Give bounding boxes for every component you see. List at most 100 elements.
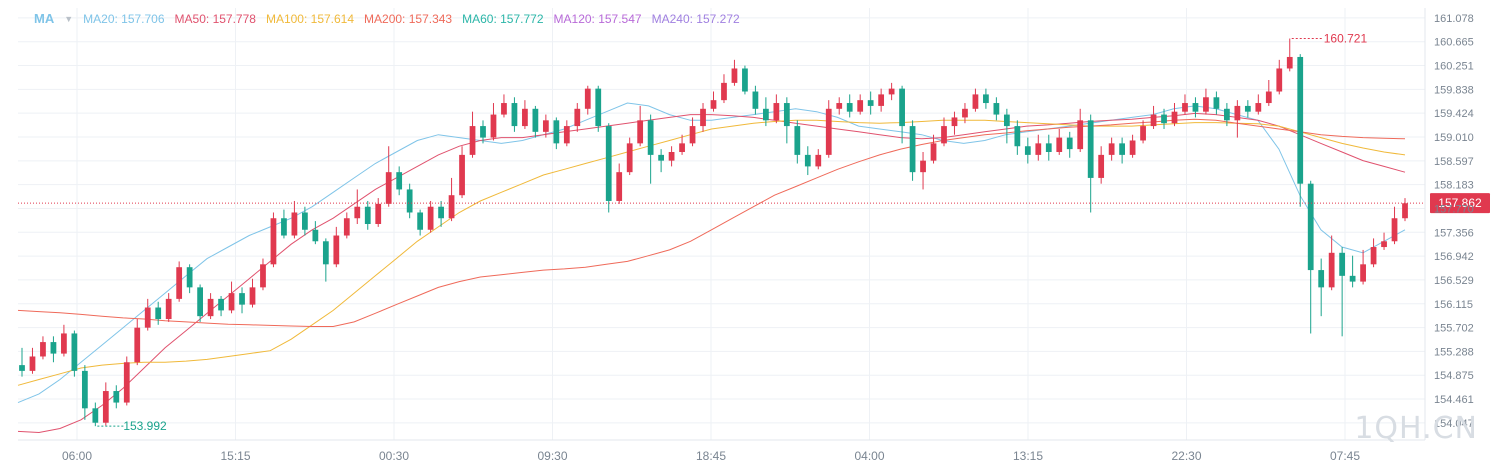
- ma200-label: MA200: 157.343: [364, 11, 453, 26]
- x-tick-label: 06:00: [62, 449, 92, 463]
- current-price-badge: [1430, 193, 1490, 214]
- x-tick-label: 00:30: [379, 449, 409, 463]
- candle-body: [239, 293, 245, 305]
- candle-body: [71, 333, 78, 371]
- candle-body: [1286, 56, 1293, 69]
- candle-body: [710, 100, 717, 109]
- candle-body: [1056, 137, 1063, 152]
- candle-body: [438, 206, 444, 219]
- y-tick-label: 159.010: [1434, 132, 1474, 144]
- candle-body: [134, 327, 141, 363]
- y-tick-label: 154.461: [1434, 394, 1474, 406]
- candle-body: [197, 287, 203, 317]
- candle-body: [312, 229, 319, 242]
- candle-body: [40, 342, 46, 357]
- candlesticks: [19, 38, 1408, 427]
- x-tick-label: 13:15: [1013, 449, 1043, 463]
- candle-body: [1035, 143, 1042, 155]
- candle-body: [930, 143, 937, 161]
- candle-body: [490, 114, 497, 138]
- candle-body: [668, 152, 675, 161]
- candle-body: [1276, 68, 1283, 92]
- y-tick-label: 158.597: [1434, 156, 1474, 168]
- candle-body: [658, 154, 664, 161]
- y-tick-label: 156.529: [1434, 275, 1474, 287]
- candle-body: [626, 143, 633, 173]
- candle-body: [1224, 108, 1230, 121]
- candle-body: [281, 218, 287, 236]
- current-price-label: 157.862: [1438, 196, 1482, 210]
- candle-body: [343, 218, 350, 236]
- candle-body: [532, 108, 539, 132]
- candle-body: [804, 154, 811, 167]
- candle-body: [763, 108, 769, 121]
- candle-body: [81, 370, 88, 409]
- y-tick-label: 155.288: [1434, 346, 1474, 358]
- candle-body: [752, 91, 759, 109]
- watermark-logo: 1QH.CN: [1354, 411, 1478, 446]
- candle-body: [1255, 103, 1262, 112]
- candle-body: [783, 103, 790, 127]
- y-tick-label: 154.047: [1434, 418, 1474, 430]
- candle-body: [1129, 140, 1136, 155]
- ma50-label: MA50: 157.778: [174, 11, 256, 26]
- x-tick-label: 15:15: [220, 449, 250, 463]
- candle-body: [1161, 114, 1167, 124]
- candle-body: [888, 88, 895, 95]
- candle-body: [260, 264, 266, 288]
- candle-body: [92, 408, 99, 423]
- candle-body: [207, 298, 214, 317]
- candle-body: [878, 94, 885, 106]
- candle-body: [522, 108, 528, 127]
- candle-body: [1066, 137, 1073, 150]
- candle-body: [542, 120, 549, 132]
- candle-body: [1318, 270, 1325, 288]
- candle-body: [1244, 105, 1251, 112]
- y-tick-label: 158.183: [1434, 180, 1474, 192]
- candle-body: [501, 103, 507, 115]
- candle-body: [354, 206, 361, 219]
- candle-body: [61, 333, 67, 354]
- candle-body: [972, 94, 979, 109]
- ma120-label: MA120: 157.547: [553, 11, 642, 26]
- candle-body: [637, 120, 644, 144]
- candle-body: [1391, 218, 1398, 242]
- candle-body: [1003, 114, 1010, 127]
- chevron-down-icon[interactable]: ▼: [64, 13, 74, 24]
- y-tick-label: 159.424: [1434, 108, 1474, 120]
- candle-body: [742, 68, 748, 92]
- candle-body: [1087, 120, 1094, 178]
- x-tick-label: 07:45: [1330, 449, 1360, 463]
- x-tick-label: 09:30: [537, 449, 567, 463]
- candle-body: [1077, 120, 1084, 150]
- candle-body: [113, 391, 120, 403]
- ma100-label: MA100: 157.614: [265, 11, 355, 26]
- candle-body: [249, 287, 256, 305]
- candle-body: [29, 356, 36, 371]
- candle-body: [846, 103, 853, 112]
- candle-body: [1098, 154, 1105, 178]
- candle-body: [1360, 264, 1366, 282]
- ma20-label: MA20: 157.706: [83, 11, 165, 26]
- low-marker-label: 153.992: [123, 419, 167, 433]
- candle-body: [857, 100, 864, 112]
- price-markers: 157.862 160.721 153.992: [18, 32, 1490, 433]
- candle-body: [1150, 114, 1157, 127]
- candle-body: [469, 126, 476, 155]
- candle-body: [218, 298, 224, 311]
- candle-body: [102, 391, 109, 423]
- candle-body: [385, 172, 392, 204]
- candle-body: [19, 365, 25, 371]
- candle-body: [1213, 97, 1220, 109]
- ma-legend-title[interactable]: MA: [34, 11, 55, 26]
- candle-body: [417, 212, 424, 230]
- candle-body: [920, 160, 926, 173]
- y-tick-label: 160.665: [1434, 37, 1474, 49]
- y-tick-label: 157.356: [1434, 227, 1474, 239]
- candle-body: [165, 298, 172, 320]
- candle-body: [406, 189, 413, 213]
- candle-body: [176, 267, 183, 299]
- candle-body: [993, 103, 1000, 115]
- y-tick-label: 159.838: [1434, 84, 1474, 96]
